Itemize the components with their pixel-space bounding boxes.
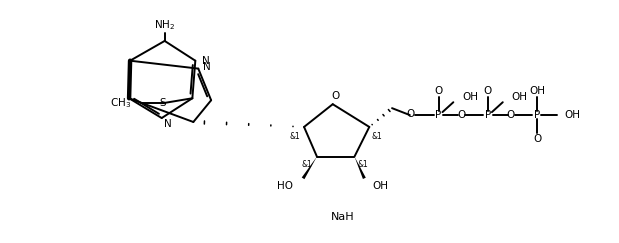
- Text: &1: &1: [357, 160, 368, 169]
- Text: P: P: [534, 110, 540, 120]
- Polygon shape: [355, 156, 366, 179]
- Text: &1: &1: [290, 132, 301, 141]
- Text: NaH: NaH: [331, 212, 355, 222]
- Text: O: O: [435, 86, 443, 96]
- Text: S: S: [159, 98, 166, 108]
- Text: OH: OH: [462, 92, 478, 102]
- Text: O: O: [407, 109, 415, 119]
- Polygon shape: [301, 156, 317, 179]
- Text: P: P: [435, 110, 441, 120]
- Text: P: P: [485, 110, 491, 120]
- Text: OH: OH: [512, 92, 527, 102]
- Text: &1: &1: [372, 132, 383, 141]
- Text: O: O: [484, 86, 492, 96]
- Text: N: N: [202, 56, 210, 66]
- Text: OH: OH: [529, 86, 545, 96]
- Text: O: O: [533, 134, 542, 144]
- Text: &1: &1: [301, 160, 313, 169]
- Text: NH$_2$: NH$_2$: [154, 18, 175, 32]
- Text: OH: OH: [372, 181, 388, 191]
- Text: HO: HO: [277, 181, 293, 191]
- Text: OH: OH: [564, 110, 580, 120]
- Text: N: N: [163, 119, 171, 129]
- Text: O: O: [506, 110, 515, 120]
- Text: CH$_3$: CH$_3$: [110, 96, 131, 110]
- Text: O: O: [457, 110, 465, 120]
- Text: N: N: [203, 62, 211, 72]
- Text: O: O: [332, 91, 340, 101]
